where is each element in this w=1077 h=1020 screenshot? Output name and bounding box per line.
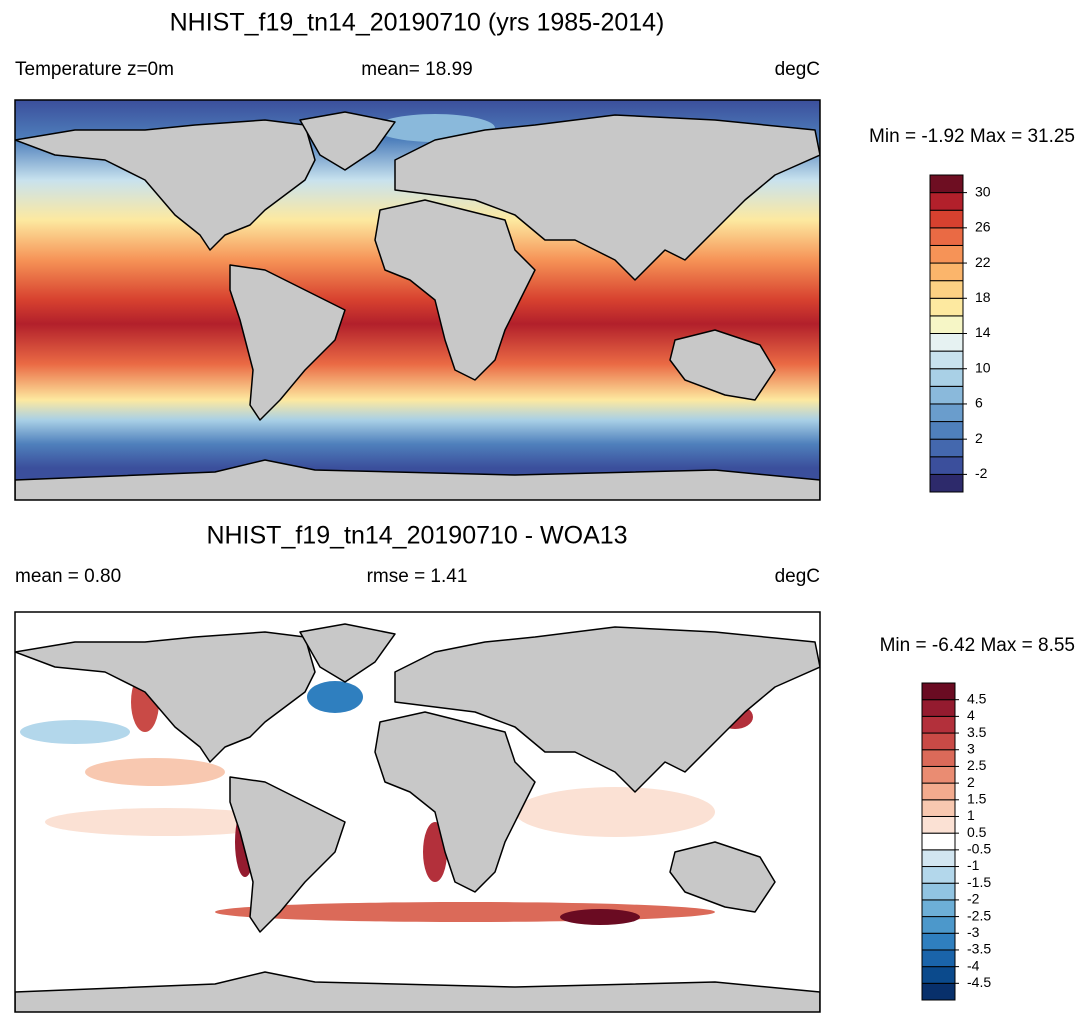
- colorbar-box: [929, 262, 964, 282]
- colorbar-tick-label: 1.5: [967, 790, 987, 806]
- colorbar-box: [921, 866, 956, 884]
- colorbar-box: [929, 473, 964, 493]
- colorbar-box: [921, 949, 956, 968]
- colorbar-tick-label: 22: [975, 254, 991, 270]
- colorbar-box: [921, 982, 956, 1001]
- colorbar-box: [929, 421, 964, 440]
- colorbar-tick-label: 2.5: [967, 757, 987, 773]
- colorbar-tick-label: 18: [975, 289, 991, 305]
- units-label: degC: [775, 566, 820, 587]
- colorbar-box: [929, 192, 964, 211]
- colorbar-box: [921, 699, 956, 717]
- colorbar-box: [929, 297, 964, 317]
- panel-title: NHIST_f19_tn14_20190710 - WOA13: [206, 522, 627, 550]
- colorbar-box: [921, 966, 956, 984]
- colorbar-tick-label: -1.5: [967, 874, 991, 890]
- colorbar-box: [921, 782, 956, 801]
- colorbar-box: [921, 682, 956, 701]
- panel-title: NHIST_f19_tn14_20190710 (yrs 1985-2014): [170, 9, 665, 37]
- colorbar-box: [921, 799, 956, 817]
- colorbar-box: [921, 815, 956, 834]
- colorbar-box: [929, 333, 964, 352]
- map-1: [14, 99, 821, 501]
- colorbar-box: [929, 403, 964, 423]
- colorbar-tick-label: -4.5: [967, 974, 991, 990]
- colorbar-box: [929, 280, 964, 299]
- colorbar-tick-label: 1: [967, 807, 975, 823]
- left-label: mean = 0.80: [15, 566, 121, 587]
- colorbar-tick-label: -2: [967, 891, 980, 907]
- colorbar-tick-label: 10: [975, 359, 991, 375]
- colorbar-box: [921, 732, 956, 751]
- colorbar-box: [921, 882, 956, 901]
- colorbar-tick-label: 4: [967, 707, 975, 723]
- colorbar-tick-label: -4: [967, 957, 980, 973]
- colorbar-box: [921, 832, 956, 851]
- colorbar-tick-label: 14: [975, 324, 991, 340]
- colorbar-tick-label: 6: [975, 395, 983, 411]
- colorbar-box: [921, 849, 956, 868]
- colorbar-box: [921, 715, 956, 734]
- colorbar-box: [921, 765, 956, 784]
- colorbar-box: [929, 385, 964, 405]
- range-label: Min = -1.92 Max = 31.25: [869, 126, 1075, 147]
- colorbar-tick-label: -2.5: [967, 907, 991, 923]
- colorbar-box: [929, 456, 964, 475]
- center-label: mean= 18.99: [361, 59, 472, 80]
- colorbar-tick-label: 3.5: [967, 724, 987, 740]
- colorbar-box: [929, 438, 964, 458]
- map-2: [14, 611, 821, 1013]
- colorbar-box: [929, 368, 964, 387]
- colorbar-tick-label: 30: [975, 183, 991, 199]
- colorbar-tick-label: 4.5: [967, 690, 987, 706]
- colorbar-box: [921, 899, 956, 918]
- left-label: Temperature z=0m: [15, 59, 174, 80]
- colorbar-box: [921, 916, 956, 934]
- colorbar-box: [929, 227, 964, 246]
- colorbar-tick-label: -2: [975, 465, 988, 481]
- colorbar-tick-label: -1: [967, 857, 980, 873]
- colorbar-box: [921, 749, 956, 767]
- colorbar-box: [929, 209, 964, 229]
- colorbar-tick-label: -0.5: [967, 841, 991, 857]
- range-label: Min = -6.42 Max = 8.55: [880, 635, 1075, 656]
- colorbar-box: [929, 244, 964, 264]
- colorbar-tick-label: 2: [975, 430, 983, 446]
- colorbar-box: [929, 350, 964, 370]
- colorbar-box: [929, 174, 964, 194]
- units-label: degC: [775, 59, 820, 80]
- colorbar-tick-label: 0.5: [967, 824, 987, 840]
- colorbar-tick-label: -3.5: [967, 941, 991, 957]
- colorbar-tick-label: 26: [975, 219, 991, 235]
- colorbar-box: [929, 315, 964, 334]
- colorbar-box: [921, 932, 956, 951]
- colorbar-tick-label: -3: [967, 924, 980, 940]
- colorbar-tick-label: 3: [967, 740, 975, 756]
- center-label: rmse = 1.41: [367, 566, 468, 587]
- colorbar-tick-label: 2: [967, 774, 975, 790]
